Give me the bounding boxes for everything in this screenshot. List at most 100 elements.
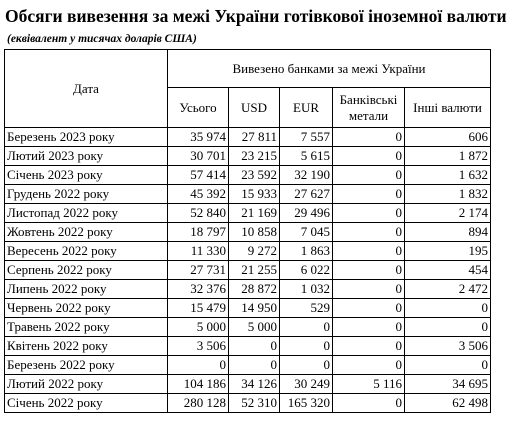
date-column-header: Дата [4,49,168,128]
cell-bank-metals: 0 [332,146,405,166]
group-column-header: Вивезено банками за межі України [167,49,491,88]
cell-other-currencies: 894 [404,222,491,242]
cell-usd: 28 872 [228,279,280,299]
cell-other-currencies: 1 632 [404,165,491,185]
page-title: Обсяги вивезення за межі України готівко… [5,6,507,26]
cell-eur: 6 022 [279,260,333,280]
table-row: Квітень 2022 року 3 506 0 0 0 3 506 [4,336,491,356]
cell-other-currencies: 0 [404,355,491,375]
cell-bank-metals: 5 116 [332,374,405,394]
cell-total: 35 974 [167,127,229,147]
export-table: Дата Вивезено банками за межі України Ус… [4,49,491,413]
cell-usd: 0 [228,355,280,375]
cell-usd: 23 215 [228,146,280,166]
cell-total: 32 376 [167,279,229,299]
row-date-cell: Жовтень 2022 року [4,222,168,242]
cell-total: 3 506 [167,336,229,356]
cell-eur: 1 032 [279,279,333,299]
cell-total: 52 840 [167,203,229,223]
cell-total: 18 797 [167,222,229,242]
row-date-cell: Грудень 2022 року [4,184,168,204]
cell-eur: 1 863 [279,241,333,261]
cell-eur: 27 627 [279,184,333,204]
cell-usd: 9 272 [228,241,280,261]
column-header-other-currencies: Інші валюти [404,87,491,128]
row-date-cell: Січень 2022 року [4,393,168,413]
table-row: Березень 2022 року 0 0 0 0 0 [4,355,491,375]
cell-usd: 14 950 [228,298,280,318]
cell-other-currencies: 1 832 [404,184,491,204]
cell-total: 280 128 [167,393,229,413]
cell-usd: 52 310 [228,393,280,413]
cell-bank-metals: 0 [332,165,405,185]
cell-total: 0 [167,355,229,375]
column-header-usd: USD [228,87,280,128]
table-row: Серпень 2022 року 27 731 21 255 6 022 0 454 [4,260,491,280]
cell-other-currencies: 62 498 [404,393,491,413]
cell-usd: 27 811 [228,127,280,147]
cell-bank-metals: 0 [332,393,405,413]
cell-bank-metals: 0 [332,317,405,337]
table-body: Березень 2023 року 35 974 27 811 7 557 0 606 Л… [4,127,491,413]
table-row: Грудень 2022 року 45 392 15 933 27 627 0 1 83… [4,184,491,204]
row-date-cell: Травень 2022 року [4,317,168,337]
cell-bank-metals: 0 [332,279,405,299]
table-row: Червень 2022 року 15 479 14 950 529 0 0 [4,298,491,318]
row-date-cell: Листопад 2022 року [4,203,168,223]
row-date-cell: Лютий 2023 року [4,146,168,166]
cell-other-currencies: 606 [404,127,491,147]
cell-other-currencies: 195 [404,241,491,261]
cell-other-currencies: 34 695 [404,374,491,394]
table-row: Вересень 2022 року 11 330 9 272 1 863 0 195 [4,241,491,261]
cell-total: 104 186 [167,374,229,394]
row-date-cell: Квітень 2022 року [4,336,168,356]
cell-bank-metals: 0 [332,355,405,375]
cell-other-currencies: 1 872 [404,146,491,166]
table-row: Лютий 2023 року 30 701 23 215 5 615 0 1 872 [4,146,491,166]
table-row: Січень 2023 року 57 414 23 592 32 190 0 1 632 [4,165,491,185]
cell-eur: 30 249 [279,374,333,394]
row-date-cell: Березень 2023 року [4,127,168,147]
cell-bank-metals: 0 [332,336,405,356]
cell-other-currencies: 3 506 [404,336,491,356]
column-header-bank-metals: Банківські метали [332,87,405,128]
cell-eur: 529 [279,298,333,318]
table-row: Травень 2022 року 5 000 5 000 0 0 0 [4,317,491,337]
cell-other-currencies: 0 [404,298,491,318]
cell-total: 57 414 [167,165,229,185]
row-date-cell: Серпень 2022 року [4,260,168,280]
cell-other-currencies: 2 174 [404,203,491,223]
table-row: Березень 2023 року 35 974 27 811 7 557 0 606 [4,127,491,147]
cell-total: 15 479 [167,298,229,318]
cell-total: 27 731 [167,260,229,280]
cell-bank-metals: 0 [332,203,405,223]
cell-usd: 15 933 [228,184,280,204]
cell-eur: 7 557 [279,127,333,147]
row-date-cell: Вересень 2022 року [4,241,168,261]
table-row: Лютий 2022 року 104 186 34 126 30 249 5 116 3… [4,374,491,394]
table-row: Жовтень 2022 року 18 797 10 858 7 045 0 894 [4,222,491,242]
column-header-eur: EUR [279,87,333,128]
cell-other-currencies: 2 472 [404,279,491,299]
row-date-cell: Липень 2022 року [4,279,168,299]
cell-other-currencies: 454 [404,260,491,280]
cell-bank-metals: 0 [332,241,405,261]
cell-bank-metals: 0 [332,260,405,280]
cell-eur: 32 190 [279,165,333,185]
cell-usd: 0 [228,336,280,356]
cell-eur: 0 [279,355,333,375]
column-header-total: Усього [167,87,229,128]
row-date-cell: Березень 2022 року [4,355,168,375]
table-row: Листопад 2022 року 52 840 21 169 29 496 0 2 1… [4,203,491,223]
cell-bank-metals: 0 [332,127,405,147]
cell-usd: 5 000 [228,317,280,337]
page-subtitle: (еквівалент у тисячах доларів США) [7,33,197,45]
cell-eur: 165 320 [279,393,333,413]
cell-total: 30 701 [167,146,229,166]
cell-usd: 21 169 [228,203,280,223]
row-date-cell: Січень 2023 року [4,165,168,185]
cell-bank-metals: 0 [332,222,405,242]
table-row: Січень 2022 року 280 128 52 310 165 320 0 62 … [4,393,491,413]
cell-eur: 0 [279,336,333,356]
table-row: Липень 2022 року 32 376 28 872 1 032 0 2 472 [4,279,491,299]
